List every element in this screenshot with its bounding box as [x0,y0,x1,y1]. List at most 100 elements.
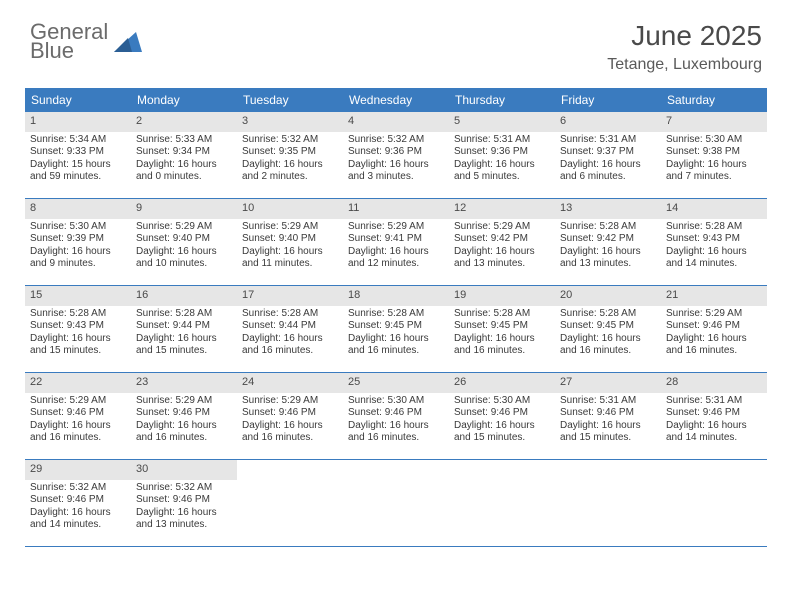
sunset-line: Sunset: 9:36 PM [348,146,444,159]
sunrise-line: Sunrise: 5:30 AM [348,395,444,408]
week-row: 29Sunrise: 5:32 AMSunset: 9:46 PMDayligh… [25,460,767,547]
sunset-line: Sunset: 9:46 PM [666,407,762,420]
day-cell: 27Sunrise: 5:31 AMSunset: 9:46 PMDayligh… [555,373,661,459]
header: General Blue June 2025 Tetange, Luxembou… [0,0,792,80]
day-body: Sunrise: 5:28 AMSunset: 9:44 PMDaylight:… [131,308,237,358]
day-number: 3 [237,112,343,132]
daylight-line: Daylight: 16 hours and 5 minutes. [454,159,550,184]
day-cell: 12Sunrise: 5:29 AMSunset: 9:42 PMDayligh… [449,199,555,285]
day-body: Sunrise: 5:29 AMSunset: 9:40 PMDaylight:… [131,221,237,271]
day-cell: 18Sunrise: 5:28 AMSunset: 9:45 PMDayligh… [343,286,449,372]
day-body: Sunrise: 5:31 AMSunset: 9:36 PMDaylight:… [449,134,555,184]
day-body: Sunrise: 5:30 AMSunset: 9:38 PMDaylight:… [661,134,767,184]
sunrise-line: Sunrise: 5:28 AM [30,308,126,321]
day-header: Saturday [661,88,767,112]
day-number: 2 [131,112,237,132]
sunrise-line: Sunrise: 5:32 AM [30,482,126,495]
location: Tetange, Luxembourg [607,56,762,74]
sunrise-line: Sunrise: 5:29 AM [136,221,232,234]
day-cell: 14Sunrise: 5:28 AMSunset: 9:43 PMDayligh… [661,199,767,285]
sunset-line: Sunset: 9:46 PM [348,407,444,420]
day-header: Wednesday [343,88,449,112]
day-number: 25 [343,373,449,393]
daylight-line: Daylight: 16 hours and 16 minutes. [242,333,338,358]
day-body: Sunrise: 5:32 AMSunset: 9:35 PMDaylight:… [237,134,343,184]
sunrise-line: Sunrise: 5:32 AM [348,134,444,147]
day-number: 7 [661,112,767,132]
day-header: Thursday [449,88,555,112]
sunset-line: Sunset: 9:45 PM [454,320,550,333]
daylight-line: Daylight: 16 hours and 16 minutes. [136,420,232,445]
day-body: Sunrise: 5:29 AMSunset: 9:46 PMDaylight:… [661,308,767,358]
day-cell: 8Sunrise: 5:30 AMSunset: 9:39 PMDaylight… [25,199,131,285]
day-number: 29 [25,460,131,480]
weeks-container: 1Sunrise: 5:34 AMSunset: 9:33 PMDaylight… [25,112,767,547]
day-body: Sunrise: 5:30 AMSunset: 9:46 PMDaylight:… [343,395,449,445]
day-number: 14 [661,199,767,219]
sunset-line: Sunset: 9:46 PM [242,407,338,420]
sunrise-line: Sunrise: 5:29 AM [454,221,550,234]
day-cell: 30Sunrise: 5:32 AMSunset: 9:46 PMDayligh… [131,460,237,546]
day-body: Sunrise: 5:34 AMSunset: 9:33 PMDaylight:… [25,134,131,184]
day-cell: 9Sunrise: 5:29 AMSunset: 9:40 PMDaylight… [131,199,237,285]
day-cell: 28Sunrise: 5:31 AMSunset: 9:46 PMDayligh… [661,373,767,459]
day-number: 12 [449,199,555,219]
daylight-line: Daylight: 16 hours and 2 minutes. [242,159,338,184]
day-body: Sunrise: 5:32 AMSunset: 9:36 PMDaylight:… [343,134,449,184]
sunrise-line: Sunrise: 5:29 AM [242,395,338,408]
daylight-line: Daylight: 16 hours and 14 minutes. [666,420,762,445]
day-body: Sunrise: 5:28 AMSunset: 9:43 PMDaylight:… [661,221,767,271]
day-number: 10 [237,199,343,219]
sunset-line: Sunset: 9:46 PM [666,320,762,333]
sunrise-line: Sunrise: 5:30 AM [454,395,550,408]
day-cell: 3Sunrise: 5:32 AMSunset: 9:35 PMDaylight… [237,112,343,198]
day-number: 16 [131,286,237,306]
day-body: Sunrise: 5:31 AMSunset: 9:37 PMDaylight:… [555,134,661,184]
day-cell: 22Sunrise: 5:29 AMSunset: 9:46 PMDayligh… [25,373,131,459]
daylight-line: Daylight: 16 hours and 13 minutes. [560,246,656,271]
day-cell: 11Sunrise: 5:29 AMSunset: 9:41 PMDayligh… [343,199,449,285]
daylight-line: Daylight: 16 hours and 16 minutes. [348,420,444,445]
sunrise-line: Sunrise: 5:34 AM [30,134,126,147]
sunrise-line: Sunrise: 5:28 AM [666,221,762,234]
day-cell: 2Sunrise: 5:33 AMSunset: 9:34 PMDaylight… [131,112,237,198]
daylight-line: Daylight: 16 hours and 16 minutes. [454,333,550,358]
day-cell: 29Sunrise: 5:32 AMSunset: 9:46 PMDayligh… [25,460,131,546]
daylight-line: Daylight: 16 hours and 16 minutes. [30,420,126,445]
day-number: 20 [555,286,661,306]
day-body: Sunrise: 5:30 AMSunset: 9:46 PMDaylight:… [449,395,555,445]
day-number: 18 [343,286,449,306]
sunset-line: Sunset: 9:33 PM [30,146,126,159]
sunset-line: Sunset: 9:43 PM [666,233,762,246]
daylight-line: Daylight: 16 hours and 16 minutes. [348,333,444,358]
day-cell [449,460,555,546]
week-row: 22Sunrise: 5:29 AMSunset: 9:46 PMDayligh… [25,373,767,460]
sunrise-line: Sunrise: 5:31 AM [560,395,656,408]
day-cell: 24Sunrise: 5:29 AMSunset: 9:46 PMDayligh… [237,373,343,459]
day-cell: 6Sunrise: 5:31 AMSunset: 9:37 PMDaylight… [555,112,661,198]
sunset-line: Sunset: 9:46 PM [30,407,126,420]
sunrise-line: Sunrise: 5:29 AM [348,221,444,234]
day-header: Tuesday [237,88,343,112]
sunrise-line: Sunrise: 5:28 AM [560,221,656,234]
day-cell: 16Sunrise: 5:28 AMSunset: 9:44 PMDayligh… [131,286,237,372]
sunrise-line: Sunrise: 5:31 AM [560,134,656,147]
day-body: Sunrise: 5:28 AMSunset: 9:42 PMDaylight:… [555,221,661,271]
logo-text-block: General Blue [30,20,108,62]
daylight-line: Daylight: 16 hours and 9 minutes. [30,246,126,271]
logo-triangle-icon [114,30,142,52]
day-body: Sunrise: 5:29 AMSunset: 9:42 PMDaylight:… [449,221,555,271]
day-body: Sunrise: 5:30 AMSunset: 9:39 PMDaylight:… [25,221,131,271]
daylight-line: Daylight: 16 hours and 16 minutes. [242,420,338,445]
day-cell [555,460,661,546]
day-cell: 4Sunrise: 5:32 AMSunset: 9:36 PMDaylight… [343,112,449,198]
day-cell: 26Sunrise: 5:30 AMSunset: 9:46 PMDayligh… [449,373,555,459]
day-body: Sunrise: 5:29 AMSunset: 9:41 PMDaylight:… [343,221,449,271]
daylight-line: Daylight: 15 hours and 59 minutes. [30,159,126,184]
calendar: SundayMondayTuesdayWednesdayThursdayFrid… [25,88,767,547]
week-row: 1Sunrise: 5:34 AMSunset: 9:33 PMDaylight… [25,112,767,199]
day-number: 9 [131,199,237,219]
day-cell: 7Sunrise: 5:30 AMSunset: 9:38 PMDaylight… [661,112,767,198]
sunrise-line: Sunrise: 5:28 AM [560,308,656,321]
day-cell: 20Sunrise: 5:28 AMSunset: 9:45 PMDayligh… [555,286,661,372]
